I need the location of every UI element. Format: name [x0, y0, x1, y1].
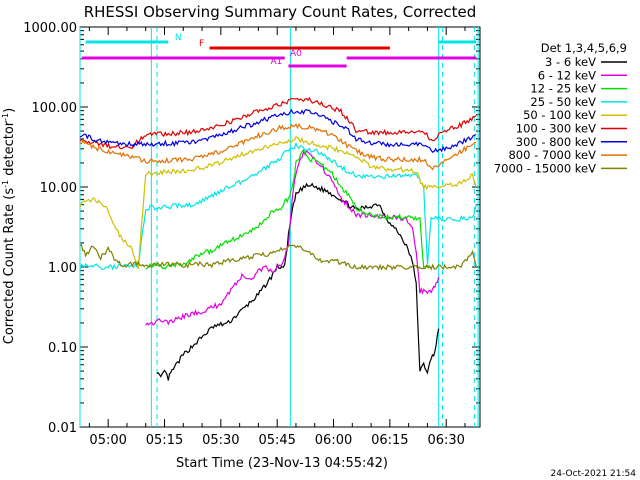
- y-tick-label: 0.01: [48, 421, 77, 436]
- x-tick-label: 06:30: [427, 433, 464, 448]
- legend-title: Det 1,3,4,5,6,9: [541, 41, 627, 55]
- chart-title: RHESSI Observing Summary Count Rates, Co…: [84, 3, 477, 21]
- x-tick-label: 05:00: [89, 433, 126, 448]
- legend-entry-label: 7000 - 15000 keV: [494, 161, 596, 175]
- series-line-6: [79, 108, 477, 153]
- flag-bar-label: N: [175, 33, 182, 43]
- series-line-4: [79, 136, 477, 270]
- y-tick-label: 1.00: [48, 261, 77, 276]
- flag-bar-label: F: [199, 39, 204, 49]
- legend-entry-label: 50 - 100 keV: [523, 108, 596, 122]
- x-tick-label: 05:30: [202, 433, 239, 448]
- footer-timestamp: 24-Oct-2021 21:54: [551, 469, 637, 479]
- series-line-7: [79, 122, 477, 171]
- legend-entry-label: 6 - 12 keV: [538, 68, 596, 82]
- legend-entry-label: 800 - 7000 keV: [508, 148, 596, 162]
- legend-entry-label: 25 - 50 keV: [530, 95, 596, 109]
- y-tick-label: 100.00: [32, 101, 78, 116]
- legend-entry-label: 100 - 300 keV: [516, 122, 596, 136]
- flag-bar-label: A1: [271, 57, 283, 67]
- y-tick-label: 0.10: [48, 341, 77, 356]
- series-line-2: [145, 148, 432, 270]
- x-tick-label: 05:15: [146, 433, 183, 448]
- plot-area: 1000.00 100.00 10.00 1.00 0.10 0.01 05:00 05:15…: [23, 21, 481, 448]
- x-tick-label: 06:15: [371, 433, 408, 448]
- legend-entry-label: 12 - 25 keV: [530, 82, 596, 96]
- series-line-8: [79, 243, 477, 271]
- x-tick-label: 05:45: [258, 433, 295, 448]
- y-axis-label: Corrected Count Rate (s-1 detector-1): [1, 108, 17, 344]
- legend-entry-label: 300 - 800 keV: [516, 135, 596, 149]
- series-line-0: [156, 182, 440, 381]
- y-tick-label: 10.00: [40, 181, 77, 196]
- legend-entry-label: 3 - 6 keV: [545, 55, 596, 69]
- series-line-5: [79, 96, 477, 150]
- series-line-3: [79, 141, 477, 271]
- flag-bar-label: A0: [290, 49, 302, 59]
- x-axis-label: Start Time (23-Nov-13 04:55:42): [176, 456, 388, 471]
- x-tick-label: 06:00: [315, 433, 352, 448]
- y-tick-label: 1000.00: [23, 21, 77, 36]
